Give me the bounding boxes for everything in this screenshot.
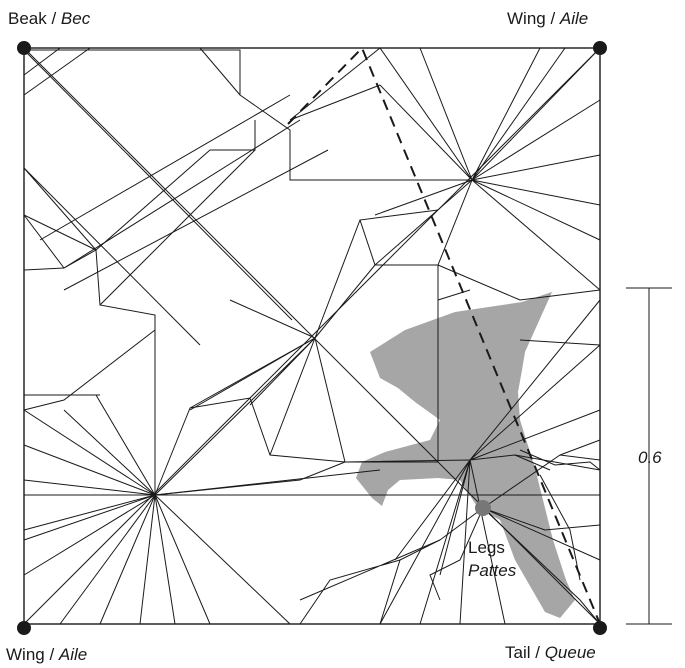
- corner-dot-bottom-right: [593, 621, 607, 635]
- square-border: [23, 47, 601, 625]
- corner-label-bottom-right: Tail / Queue: [505, 643, 596, 662]
- dimension-marker: [626, 287, 672, 625]
- dimension-label: 0.6: [638, 448, 662, 467]
- legs-label-translation: Pattes: [468, 561, 517, 580]
- corner-label-top-right: Wing / Aile: [507, 9, 588, 28]
- corner-dot-bottom-left: [17, 621, 31, 635]
- legs-dot: [475, 500, 491, 516]
- bird-silhouette: [356, 292, 575, 618]
- corner-label-top-left: Beak / Bec: [8, 9, 91, 28]
- corner-dot-top-right: [593, 41, 607, 55]
- legs-label: Legs: [468, 538, 505, 557]
- crease-lines: [23, 47, 601, 625]
- corner-label-bottom-left: Wing / Aile: [6, 645, 87, 664]
- corner-dot-top-left: [17, 41, 31, 55]
